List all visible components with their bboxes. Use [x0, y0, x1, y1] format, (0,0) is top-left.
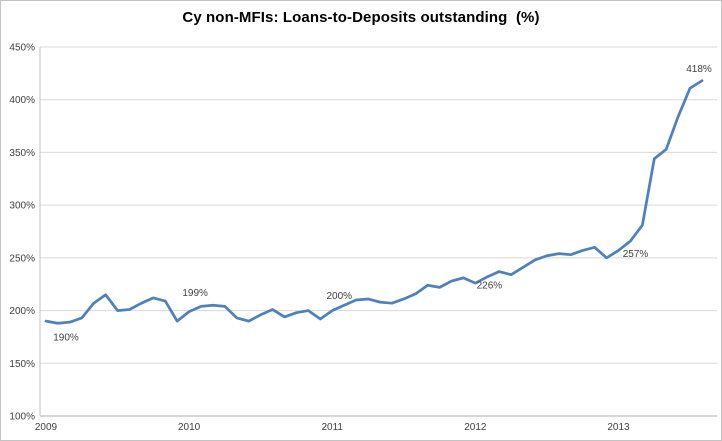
series-line — [44, 79, 704, 325]
x-tick-label-2013: 2013 — [607, 422, 630, 433]
data-label-199%: 199% — [182, 288, 208, 299]
y-tick-label-450%: 450% — [9, 43, 35, 54]
y-tick-label-250%: 250% — [9, 253, 35, 264]
x-tick-label-2010: 2010 — [178, 422, 201, 433]
chart-title: Cy non-MFIs: Loans-to-Deposits outstandi… — [182, 9, 540, 26]
y-tick-label-150%: 150% — [9, 359, 35, 370]
data-label-190%: 190% — [53, 333, 79, 344]
y-tick-label-350%: 350% — [9, 148, 35, 159]
data-label-257%: 257% — [623, 249, 649, 260]
y-tick-label-400%: 400% — [9, 95, 35, 106]
y-tick-label-100%: 100% — [9, 412, 35, 423]
y-gridlines — [40, 46, 717, 364]
y-tick-label-300%: 300% — [9, 201, 35, 212]
data-label-226%: 226% — [477, 281, 503, 292]
x-tick-label-2009: 2009 — [35, 422, 58, 433]
data-labels: 190% 199% 200% 226% 257% 418% — [53, 64, 712, 343]
data-label-418%: 418% — [686, 64, 712, 75]
data-label-200%: 200% — [326, 291, 352, 302]
axes — [39, 47, 717, 417]
x-tick-label-2011: 2011 — [321, 422, 343, 433]
y-axis-labels: 100% 150% 200% 250% 300% 350% 400% 450% — [9, 43, 35, 423]
x-tick-label-2012: 2012 — [464, 422, 487, 433]
y-tick-label-200%: 200% — [9, 306, 35, 317]
x-axis-labels: 2009 2010 2011 2012 2013 — [35, 422, 630, 433]
